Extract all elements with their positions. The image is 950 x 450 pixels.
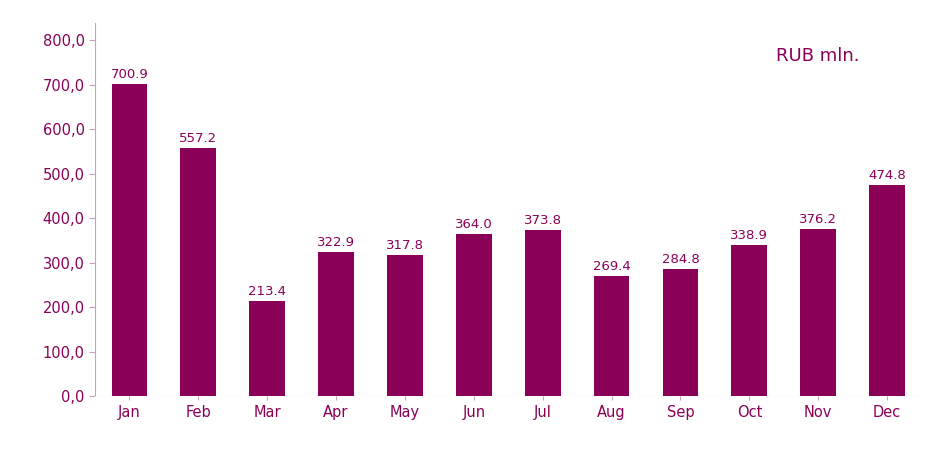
Bar	[456, 234, 492, 396]
Text: 213.4: 213.4	[248, 285, 286, 298]
Text: 474.8: 474.8	[868, 169, 906, 182]
Text: 284.8: 284.8	[661, 253, 699, 266]
Bar	[387, 255, 423, 396]
Bar	[662, 270, 698, 396]
Bar	[869, 185, 905, 396]
Bar	[249, 301, 285, 396]
Bar	[318, 252, 354, 396]
Bar	[524, 230, 560, 396]
Text: 338.9: 338.9	[731, 229, 769, 242]
Text: 269.4: 269.4	[593, 260, 631, 273]
Text: 317.8: 317.8	[386, 238, 424, 252]
Text: 557.2: 557.2	[180, 132, 218, 145]
Bar	[800, 229, 836, 396]
Bar	[732, 245, 768, 396]
Text: RUB mln.: RUB mln.	[776, 47, 860, 65]
Text: 700.9: 700.9	[110, 68, 148, 81]
Bar	[594, 276, 630, 396]
Bar	[180, 148, 217, 396]
Text: 376.2: 376.2	[799, 212, 837, 225]
Text: 373.8: 373.8	[523, 214, 561, 227]
Bar	[111, 84, 147, 396]
Text: 364.0: 364.0	[455, 218, 493, 231]
Text: 322.9: 322.9	[317, 236, 355, 249]
